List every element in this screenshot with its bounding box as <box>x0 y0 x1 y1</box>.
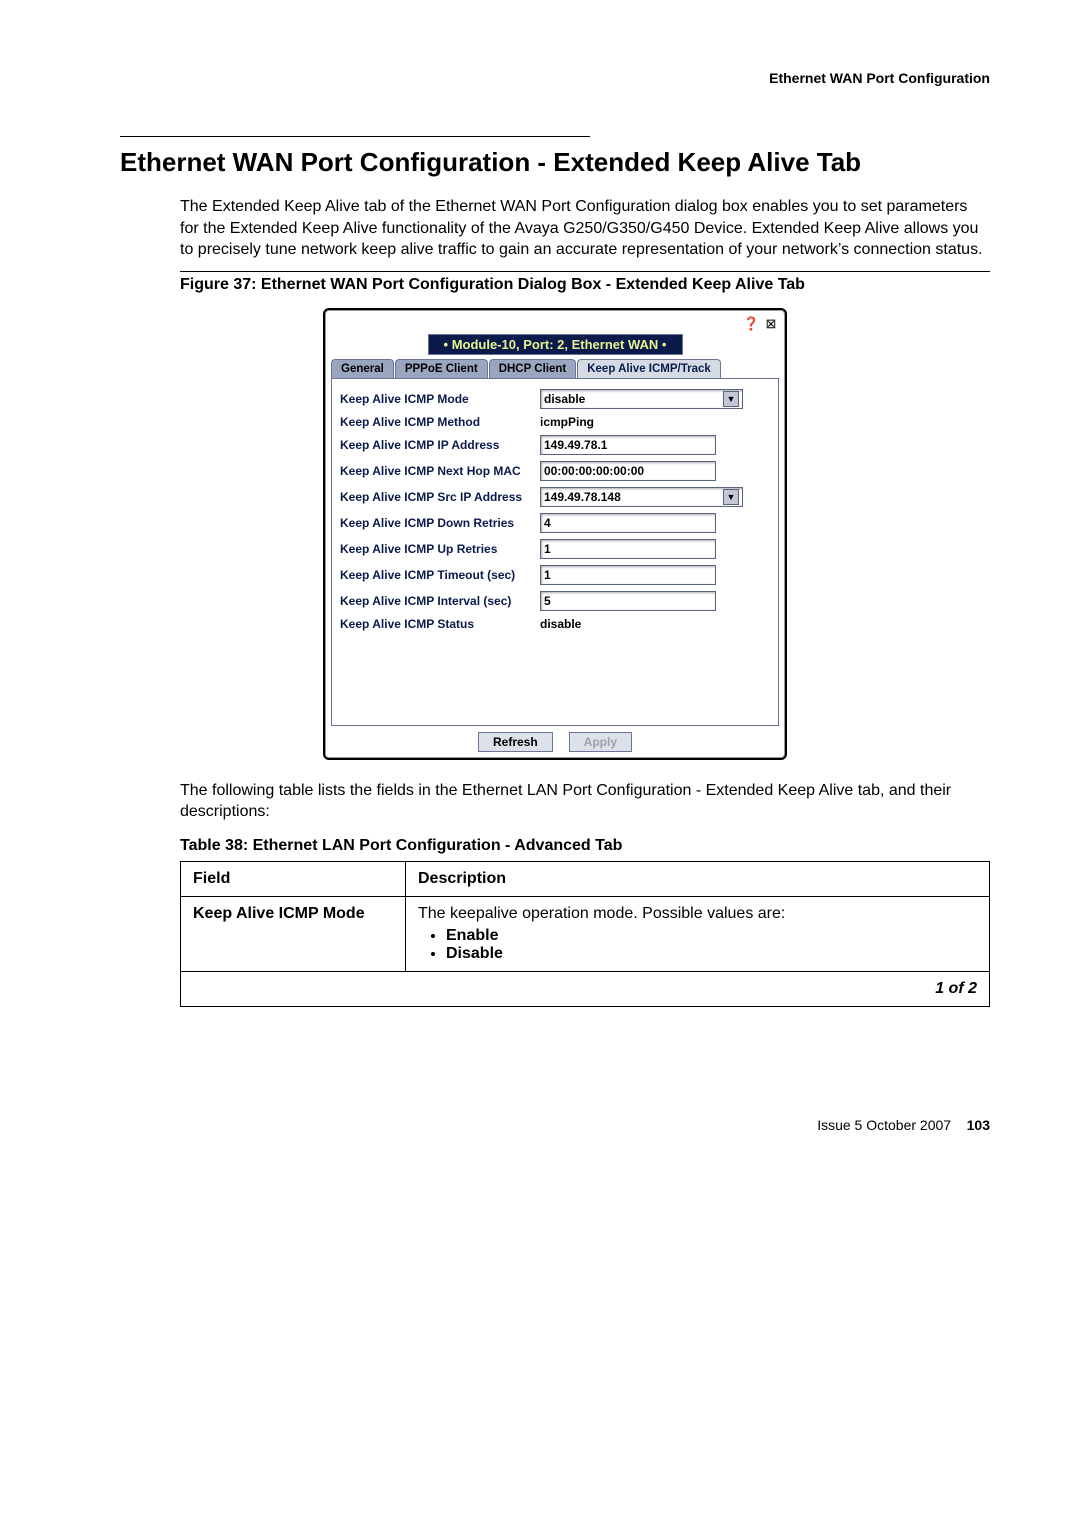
close-icon[interactable]: ⊠ <box>763 316 779 332</box>
label-next-hop-mac: Keep Alive ICMP Next Hop MAC <box>340 464 540 478</box>
module-port-label: • Module-10, Port: 2, Ethernet WAN • <box>428 334 683 355</box>
cell-description-text: The keepalive operation mode. Possible v… <box>418 905 785 922</box>
table-row: Keep Alive ICMP Mode The keepalive opera… <box>181 896 990 971</box>
label-icmp-status: Keep Alive ICMP Status <box>340 617 540 631</box>
table-pagination: 1 of 2 <box>935 980 977 997</box>
label-icmp-mode: Keep Alive ICMP Mode <box>340 392 540 406</box>
tab-pppoe-client[interactable]: PPPoE Client <box>395 359 488 378</box>
tab-general[interactable]: General <box>331 359 394 378</box>
tab-content: Keep Alive ICMP Mode disable ▼ Keep Aliv… <box>331 379 779 726</box>
input-icmp-ip[interactable] <box>540 435 716 455</box>
input-down-retries[interactable] <box>540 513 716 533</box>
value-icmp-status: disable <box>540 617 581 631</box>
label-timeout: Keep Alive ICMP Timeout (sec) <box>340 568 540 582</box>
bullet-disable: Disable <box>446 945 977 963</box>
label-down-retries: Keep Alive ICMP Down Retries <box>340 516 540 530</box>
table-header-description: Description <box>406 861 990 896</box>
input-timeout[interactable] <box>540 565 716 585</box>
cell-field-name: Keep Alive ICMP Mode <box>193 905 365 922</box>
label-icmp-ip: Keep Alive ICMP IP Address <box>340 438 540 452</box>
label-src-ip: Keep Alive ICMP Src IP Address <box>340 490 540 504</box>
figure-caption: Figure 37: Ethernet WAN Port Configurati… <box>180 276 990 294</box>
table-header-field: Field <box>181 861 406 896</box>
apply-button[interactable]: Apply <box>569 732 632 752</box>
select-src-ip[interactable]: 149.49.78.148 ▼ <box>540 487 743 507</box>
post-figure-text: The following table lists the fields in … <box>180 780 990 823</box>
select-src-ip-value: 149.49.78.148 <box>544 490 621 504</box>
label-icmp-method: Keep Alive ICMP Method <box>340 415 540 429</box>
refresh-button[interactable]: Refresh <box>478 732 553 752</box>
footer-page-number: 103 <box>967 1117 990 1133</box>
input-interval[interactable] <box>540 591 716 611</box>
value-icmp-method: icmpPing <box>540 415 594 429</box>
select-icmp-mode[interactable]: disable ▼ <box>540 389 743 409</box>
tab-keep-alive[interactable]: Keep Alive ICMP/Track <box>577 359 721 378</box>
input-next-hop-mac[interactable] <box>540 461 716 481</box>
chevron-down-icon: ▼ <box>723 391 739 407</box>
divider <box>120 136 590 137</box>
select-icmp-mode-value: disable <box>544 392 585 406</box>
bullet-enable: Enable <box>446 927 977 945</box>
table-footer-row: 1 of 2 <box>181 971 990 1006</box>
page-title: Ethernet WAN Port Configuration - Extend… <box>120 147 990 178</box>
label-up-retries: Keep Alive ICMP Up Retries <box>340 542 540 556</box>
table-caption: Table 38: Ethernet LAN Port Configuratio… <box>180 837 990 855</box>
chevron-down-icon: ▼ <box>723 489 739 505</box>
tab-bar: General PPPoE Client DHCP Client Keep Al… <box>331 359 779 379</box>
divider <box>180 271 990 272</box>
dialog-box: ❓ ⊠ • Module-10, Port: 2, Ethernet WAN •… <box>323 308 787 760</box>
input-up-retries[interactable] <box>540 539 716 559</box>
fields-table: Field Description Keep Alive ICMP Mode T… <box>180 861 990 1007</box>
label-interval: Keep Alive ICMP Interval (sec) <box>340 594 540 608</box>
footer-issue: Issue 5 October 2007 <box>817 1117 951 1133</box>
page-footer: Issue 5 October 2007 103 <box>120 1117 990 1133</box>
intro-paragraph: The Extended Keep Alive tab of the Ether… <box>180 196 990 261</box>
page-header: Ethernet WAN Port Configuration <box>120 70 990 86</box>
help-icon[interactable]: ❓ <box>743 316 759 332</box>
tab-dhcp-client[interactable]: DHCP Client <box>489 359 577 378</box>
